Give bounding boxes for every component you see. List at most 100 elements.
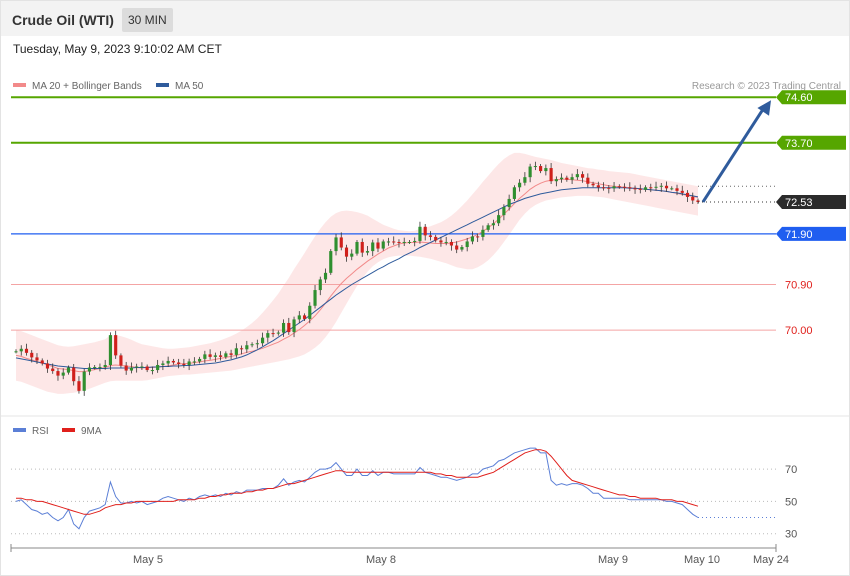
candle-down xyxy=(376,242,380,249)
legend-swatch xyxy=(62,428,75,433)
candle-down xyxy=(680,190,684,193)
candle-down xyxy=(114,335,118,356)
candle-down xyxy=(628,187,632,189)
level-label: 71.90 xyxy=(785,229,813,241)
last-price-label: 72.53 xyxy=(785,197,813,209)
candle-down xyxy=(565,177,569,180)
last-price-tag xyxy=(776,194,846,209)
candle-up xyxy=(491,223,495,226)
candle-up xyxy=(350,253,354,257)
legend-ma20: MA 20 + Bollinger Bands xyxy=(13,81,142,92)
candle-down xyxy=(24,348,29,353)
candle-up xyxy=(313,290,317,306)
candle-down xyxy=(229,353,233,355)
candle-down xyxy=(145,366,149,371)
candle-down xyxy=(339,237,343,248)
candle-up xyxy=(365,251,370,253)
price-panel: 74.60 73.70 71.90 70.90 70.00 72.53 xyxy=(11,90,846,396)
candle-up xyxy=(140,366,144,368)
candle-up xyxy=(528,166,532,178)
candle-down xyxy=(638,188,642,190)
candle-up xyxy=(14,351,18,353)
candle-down xyxy=(171,360,175,363)
candle-down xyxy=(539,166,543,172)
candle-down xyxy=(423,226,427,236)
candle-up xyxy=(161,363,165,365)
candle-up xyxy=(108,335,113,365)
candle-up xyxy=(670,188,674,190)
bollinger-band xyxy=(16,152,698,394)
candle-up xyxy=(245,345,249,350)
candle-down xyxy=(77,381,81,391)
candle-up xyxy=(224,353,228,357)
candle-down xyxy=(696,200,700,202)
candle-up xyxy=(292,319,296,333)
candle-up xyxy=(507,198,511,208)
rsi-tick-label: 50 xyxy=(785,496,797,508)
candle-up xyxy=(93,367,97,369)
candle-down xyxy=(591,183,595,186)
candle-down xyxy=(35,357,39,361)
candle-up xyxy=(575,174,579,178)
candle-down xyxy=(607,187,611,189)
candle-up xyxy=(234,348,238,355)
x-tick-label: May 9 xyxy=(598,554,628,566)
x-tick-label: May 5 xyxy=(133,554,163,566)
ma20-line xyxy=(15,178,699,373)
timeframe-badge[interactable]: 30 MIN xyxy=(122,8,173,32)
candle-up xyxy=(255,343,259,345)
ma50-line xyxy=(15,187,699,369)
candle-up xyxy=(66,367,71,373)
legend-rsi: RSI xyxy=(13,426,49,437)
legend-swatch xyxy=(13,83,26,88)
x-tick-label: May 24 xyxy=(753,554,789,566)
candle-down xyxy=(208,354,212,357)
candle-up xyxy=(570,177,574,180)
candle-up xyxy=(318,279,322,291)
candle-up xyxy=(481,229,485,237)
header-bar: Crude Oil (WTI) 30 MIN xyxy=(1,1,849,36)
candle-up xyxy=(355,241,359,254)
candle-up xyxy=(276,332,280,334)
candle-up xyxy=(135,366,139,368)
legend-label-9ma: 9MA xyxy=(81,426,102,437)
legend-label-rsi: RSI xyxy=(32,426,49,437)
candle-up xyxy=(308,305,312,319)
candle-up xyxy=(87,367,92,372)
candle-down xyxy=(685,192,690,197)
level-label: 74.60 xyxy=(785,92,813,104)
candle-down xyxy=(664,185,669,189)
candle-down xyxy=(56,371,60,376)
candle-up xyxy=(643,187,648,190)
candle-up xyxy=(497,215,501,224)
candle-up xyxy=(402,241,406,243)
candle-up xyxy=(213,355,217,357)
forecast-arrow-head xyxy=(757,100,771,116)
rsi-9ma-line xyxy=(16,449,699,515)
candle-up xyxy=(659,185,663,187)
candle-up xyxy=(386,241,391,243)
candle-down xyxy=(51,368,55,372)
candle-up xyxy=(82,371,86,391)
level-label: 70.90 xyxy=(785,280,813,292)
candle-up xyxy=(250,344,254,346)
candle-down xyxy=(182,363,186,365)
candle-up xyxy=(518,182,522,188)
candle-down xyxy=(219,355,223,357)
legend-9ma: 9MA xyxy=(62,426,102,437)
candle-up xyxy=(156,364,160,371)
candle-down xyxy=(617,186,621,188)
candle-down xyxy=(439,240,443,243)
candle-up xyxy=(297,315,301,320)
legend-ma50: MA 50 xyxy=(156,81,203,92)
candle-down xyxy=(240,348,244,350)
candle-up xyxy=(544,168,548,172)
candle-up xyxy=(334,237,338,252)
candle-down xyxy=(72,367,76,382)
candle-down xyxy=(549,168,553,182)
candle-down xyxy=(633,188,637,190)
timestamp: Tuesday, May 9, 2023 9:10:02 AM CET xyxy=(13,42,222,56)
candle-up xyxy=(329,251,333,273)
